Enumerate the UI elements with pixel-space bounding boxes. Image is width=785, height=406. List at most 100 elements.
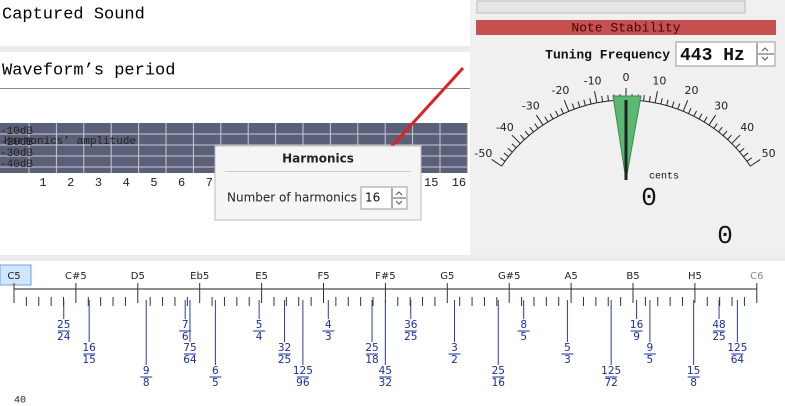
harmonics-title: Harmonics’ amplitude [4,136,136,148]
harmonic-number: 15 [424,176,438,190]
ratio-numerator: 7 [182,319,189,331]
gauge-tick [703,116,708,123]
cents-label: cents [649,172,679,183]
separator [0,255,785,261]
gauge-tick [722,130,728,136]
frequency-label: Tuning Frequency [545,47,670,62]
ratio-numerator: 9 [647,342,654,354]
ratio-numerator: 5 [256,319,263,331]
stability-label: Note Stability [571,20,680,35]
waveform-title: Waveform’s period [2,61,175,80]
gauge-tick [524,130,530,136]
ratio-numerator: 4 [325,319,332,331]
ratio-numerator: 75 [183,342,196,354]
harmonic-number: 2 [67,176,74,190]
note-label: Eb5 [190,271,209,282]
note-label: E5 [255,271,268,282]
frequency-value[interactable]: 443 Hz [680,46,745,66]
dialog-divider [225,171,411,172]
frequency-spin[interactable] [756,43,774,65]
gauge-tick [583,99,586,106]
gauge-tick [499,157,506,162]
gauge-tick [520,134,525,140]
note-label: G#5 [498,271,521,282]
note-label: C5 [7,271,20,282]
ratio-denominator: 25 [278,354,291,366]
dialog-title: Harmonics [282,152,354,166]
note-label: H5 [688,271,702,282]
level-bar [476,0,746,14]
separator [0,88,470,89]
ratio-numerator: 5 [564,342,571,354]
ratio-denominator: 32 [379,377,392,389]
ratio-denominator: 5 [647,354,654,366]
ratio-numerator: 125 [601,365,621,377]
gauge-tick [727,134,732,140]
db-label: -10dB [0,126,33,138]
ratio-denominator: 9 [633,331,640,343]
ratio-numerator: 6 [212,365,219,377]
gauge-tick [511,143,517,149]
ratio-numerator: 16 [82,342,96,354]
note-label: A5 [564,271,577,282]
gauge-tick [746,157,753,162]
harmonic-number: 3 [95,176,102,190]
gauge-tick [549,113,554,120]
gauge-tick [713,123,718,129]
stability-bar [476,20,776,35]
gauge-tick [698,113,703,120]
ratio-numerator: 3 [451,342,458,354]
gauge-tick [534,123,539,129]
note-label: F5 [317,271,329,282]
harmonic-number: 16 [452,176,466,190]
spin-arrows[interactable] [391,188,406,208]
gauge-tick [544,116,549,123]
second-readout: 0 [717,221,733,251]
selected-note [0,264,32,286]
ratio-numerator: 45 [379,365,392,377]
ratio-denominator: 25 [404,331,417,343]
harmonics-value[interactable]: 16 [365,191,380,205]
ratio-denominator: 8 [143,377,150,389]
harmonics-spinbox[interactable] [360,186,408,210]
gauge-label: -50 [474,147,492,160]
note-label: C6 [750,271,763,282]
gauge-tick [718,126,723,133]
harmonic-number: 5 [150,176,157,190]
ratio-denominator: 6 [182,331,189,343]
ratio-denominator: 24 [57,331,71,343]
ratio-numerator: 125 [293,365,313,377]
ratio-numerator: 125 [727,342,747,354]
gauge-label: 50 [762,147,776,160]
gauge-tick [682,100,689,112]
harmonic-number: 6 [178,176,185,190]
ratio-denominator: 3 [325,331,332,343]
gauge-tick [529,126,534,133]
note-label: C#5 [65,271,87,282]
ratio-numerator: 8 [520,319,527,331]
ratio-denominator: 3 [564,354,571,366]
gauge-label: 40 [740,121,754,134]
gauge-label: 10 [652,74,666,87]
gauge-tick [693,110,697,117]
ratio-numerator: 32 [278,342,291,354]
dialog: Harmonics Number of harmonics 16 [214,145,422,221]
ratio-numerator: 25 [492,365,505,377]
cents-readout: 0 [641,183,657,213]
ratio-denominator: 8 [690,377,697,389]
gauge-tick [677,103,681,110]
gauge-tick [491,158,502,167]
gauge-tick [708,114,717,126]
ratio-numerator: 36 [404,319,418,331]
gauge-tick [739,147,745,153]
gauge-label: -20 [551,84,569,97]
note-label: B5 [626,271,639,282]
ratio-denominator: 96 [296,377,310,389]
ratio-denominator: 15 [82,354,95,366]
dialog-label: Number of harmonics [227,191,357,205]
captured-sound-title: Captured Sound [2,5,145,24]
gauge-tick [571,103,575,110]
footer-label: 40 [14,396,26,406]
ratio-denominator: 5 [212,377,219,389]
db-label: -20dB [0,137,33,149]
